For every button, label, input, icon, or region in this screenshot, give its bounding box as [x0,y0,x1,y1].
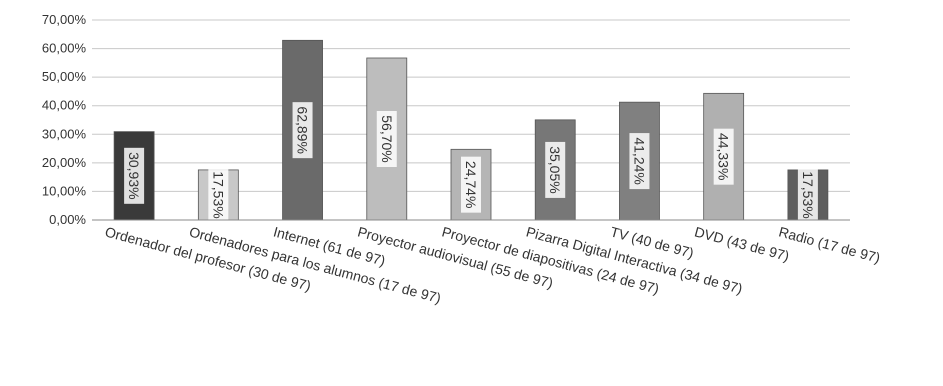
data-label-box [461,156,481,213]
data-label: 17,53% [797,166,818,223]
data-label-box [124,147,145,204]
y-tick-label: 30,00% [42,126,87,141]
data-label-text: 44,33% [716,133,732,180]
data-label-box [545,141,566,198]
data-label-text: 24,74% [463,161,479,208]
data-label-text: 62,89% [295,106,311,153]
data-label: 30,93% [124,147,145,204]
data-label-box [376,111,397,167]
y-tick-label: 40,00% [42,98,87,113]
y-axis-ticks: 0,00% 10,00% 20,00% 30,00% 40,00% 50,00% 60,00… [42,12,87,227]
y-tick-label: 70,00% [42,12,87,27]
data-label-box [797,166,818,223]
data-label: 62,89% [292,102,313,159]
y-tick-label: 60,00% [42,41,87,56]
data-label-text: 17,53% [800,171,816,218]
y-tick-label: 0,00% [49,212,86,227]
data-label-text: 56,70% [379,115,395,162]
data-label-box [292,102,313,159]
data-label-text: 35,05% [547,146,563,193]
data-label-box [208,166,229,223]
data-label-text: 41,24% [631,137,647,184]
data-label: 56,70% [376,111,397,167]
y-tick-label: 50,00% [42,69,87,84]
data-label: 41,24% [629,133,650,190]
y-tick-label: 10,00% [42,183,87,198]
data-label: 24,74% [461,156,481,213]
data-label-box [713,128,734,185]
data-label-text: 17,53% [210,171,226,218]
y-tick-label: 20,00% [42,155,87,170]
x-category-label: Radio (17 de 97) [777,223,882,265]
x-category-label: DVD (43 de 97) [693,223,791,264]
data-label: 35,05% [545,141,566,198]
data-label: 17,53% [208,166,229,223]
x-axis-labels: Ordenador del profesor (30 de 97)Ordenad… [103,223,882,306]
data-labels: 30,93% 17,53% 62,89% 56,70% 24,74% 35,05% 41,2… [124,102,818,223]
data-label: 44,33% [713,128,734,185]
data-label-text: 30,93% [126,152,142,199]
data-label-box [629,133,650,190]
